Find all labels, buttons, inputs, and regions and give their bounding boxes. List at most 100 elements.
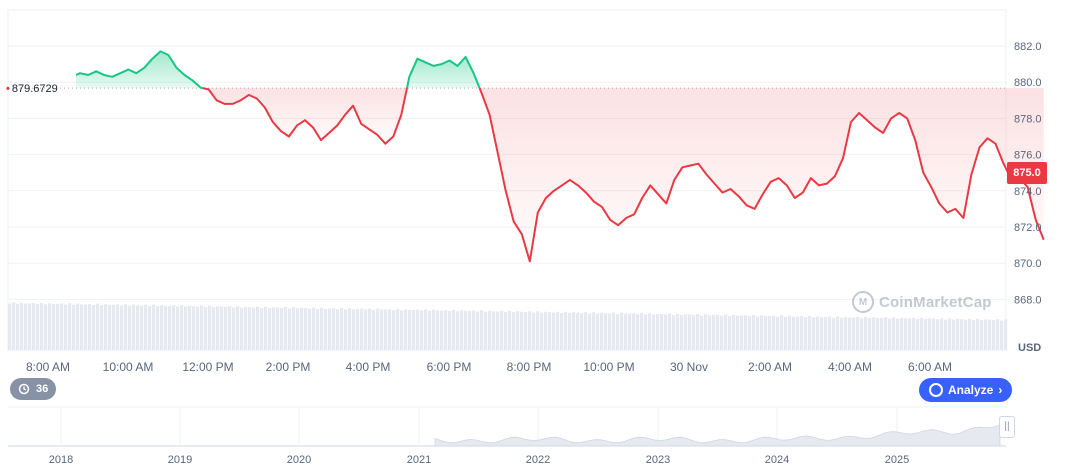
time-navigator[interactable]: 2018 2019 2020 2021 2022 2023 2024 2025 (8, 406, 1006, 466)
volume-bar (60, 303, 64, 350)
volume-bar (312, 307, 316, 350)
volume-bar (224, 307, 228, 350)
volume-bar (784, 316, 788, 350)
volume-bar (104, 304, 108, 350)
volume-bar (448, 311, 452, 350)
volume-bar (36, 304, 40, 350)
volume-bar (920, 317, 924, 350)
y-tick-label: 868.0 (1014, 294, 1042, 306)
volume-bar (684, 314, 688, 350)
x-tick-label: 6:00 AM (908, 360, 952, 374)
volume-bar (96, 303, 100, 350)
volume-bar (116, 304, 120, 350)
y-tick-label: 870.0 (1014, 258, 1042, 270)
volume-bar (332, 308, 336, 350)
volume-bar (936, 319, 940, 350)
volume-bar (612, 312, 616, 350)
navigator-year-label: 2024 (765, 454, 789, 466)
volume-bar (416, 309, 420, 350)
volume-bar (652, 314, 656, 350)
volume-bar (500, 310, 504, 350)
volume-bar (564, 311, 568, 350)
volume-bar (748, 316, 752, 350)
volume-bar (28, 303, 32, 350)
volume-bar (8, 303, 12, 350)
volume-bar (744, 315, 748, 350)
last-price-badge: 875.0 (1007, 162, 1047, 184)
volume-bar (860, 318, 864, 350)
navigator-year-label: 2022 (526, 454, 550, 466)
volume-bar (712, 314, 716, 350)
navigator-year-label: 2018 (49, 454, 73, 466)
volume-bar (164, 305, 168, 350)
volume-bar (32, 303, 36, 350)
volume-bar (456, 311, 460, 350)
volume-bar (452, 309, 456, 350)
volume-bar (384, 309, 388, 350)
volume-bar (208, 305, 212, 350)
volume-bar (280, 308, 284, 350)
x-tick-label: 30 Nov (670, 360, 708, 374)
volume-bar (964, 319, 968, 350)
currency-label: USD (1018, 342, 1042, 354)
volume-bar (632, 313, 636, 350)
volume-bar (352, 309, 356, 350)
volume-bar (16, 303, 20, 350)
analyze-button[interactable]: Analyze › (919, 378, 1013, 402)
volume-bar (532, 312, 536, 350)
volume-bar (156, 306, 160, 350)
volume-bar (108, 304, 112, 350)
volume-bar (160, 305, 164, 350)
volume-bar (708, 315, 712, 350)
history-button[interactable]: 36 (10, 378, 57, 400)
volume-bar (344, 309, 348, 350)
volume-bar (952, 319, 956, 350)
volume-bar (720, 315, 724, 350)
y-tick-label: 882.0 (1014, 41, 1042, 53)
x-tick-label: 2:00 PM (266, 360, 311, 374)
area-fills (76, 51, 1044, 262)
volume-bar (640, 313, 644, 350)
volume-bar (412, 309, 416, 350)
volume-bar (840, 317, 844, 350)
volume-bar (356, 308, 360, 350)
volume-bar (180, 305, 184, 350)
volume-bar (68, 303, 72, 350)
line-segment-up (75, 50, 203, 90)
volume-bar (772, 315, 776, 350)
navigator-year-label: 2025 (885, 454, 909, 466)
volume-bar (544, 311, 548, 350)
volume-bar (928, 318, 932, 350)
volume-bar (196, 306, 200, 350)
volume-bar (608, 313, 612, 350)
volume-bar (364, 309, 368, 350)
volume-bar (120, 305, 124, 350)
area-above-reference (76, 51, 203, 89)
volume-bar (460, 310, 464, 350)
volume-bar (484, 311, 488, 350)
volume-bar (368, 308, 372, 350)
volume-bar (336, 309, 340, 350)
volume-bar (844, 316, 848, 350)
volume-bar (260, 307, 264, 350)
coinmarketcap-watermark: M CoinMarketCap (852, 291, 992, 313)
volume-bar (464, 310, 468, 350)
volume-bar (84, 304, 88, 350)
volume-bar (996, 319, 1000, 350)
volume-bar (768, 315, 772, 350)
volume-bar (392, 310, 396, 350)
analyze-icon (929, 383, 943, 397)
area-below-reference (202, 88, 407, 144)
volume-bar (360, 308, 364, 350)
volume-bar (140, 305, 144, 350)
volume-bars (8, 302, 1008, 350)
volume-bar (128, 305, 132, 350)
volume-bar (56, 303, 60, 350)
volume-bar (124, 304, 128, 350)
volume-bar (216, 306, 220, 350)
volume-bar (284, 307, 288, 350)
volume-bar (488, 310, 492, 350)
volume-bar (524, 312, 528, 350)
navigator-handle[interactable]: || (999, 416, 1015, 438)
